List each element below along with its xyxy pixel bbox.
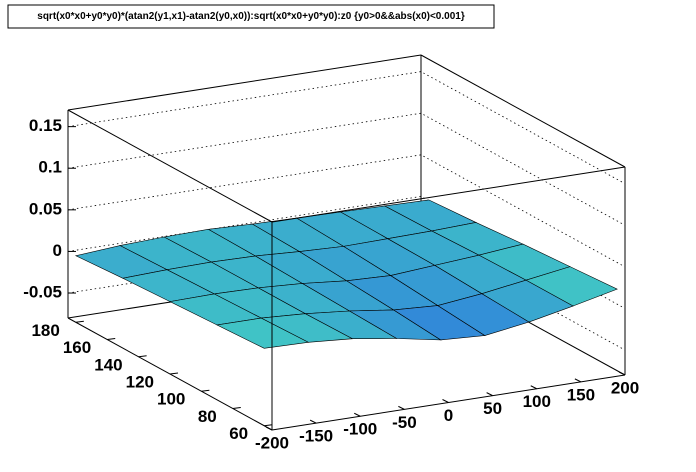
y-tick	[232, 406, 241, 409]
y-tick	[75, 320, 84, 323]
y-tick-label: 100	[157, 390, 185, 409]
surface-cell	[216, 317, 310, 349]
z-tick-label: 0	[53, 241, 62, 260]
x-tick-label: -150	[299, 427, 333, 446]
x-tick-label: -100	[343, 420, 377, 439]
x-tick	[574, 378, 582, 383]
y-tick	[138, 355, 147, 358]
x-tick	[442, 399, 449, 403]
y-tick	[169, 372, 179, 375]
z-tick-label: 0.15	[29, 116, 62, 135]
title-box	[7, 4, 495, 29]
x-tick	[398, 405, 405, 410]
chart-title: sqrt(x0*x0+y0*y0)*(atan2(y1,x1)-atan2(y0…	[37, 11, 465, 22]
y-tick-label: 160	[63, 338, 91, 357]
box-edge	[271, 166, 626, 223]
x-tick-label: -200	[255, 433, 289, 452]
y-tick-label: 140	[94, 355, 122, 374]
y-tick-label: 180	[31, 321, 59, 340]
y-tick	[201, 389, 210, 392]
box-edge	[420, 54, 626, 168]
y-tick	[264, 424, 273, 427]
x-tick	[265, 426, 273, 431]
z-tick-label: -0.05	[23, 283, 62, 302]
x-tick	[486, 392, 493, 397]
y-tick	[107, 338, 116, 341]
z-tick-label: 0.05	[29, 199, 62, 218]
x-tick-label: 50	[483, 399, 502, 418]
y-tick-label: 120	[126, 372, 154, 391]
x-tick-label: 200	[611, 378, 639, 397]
x-tick	[618, 371, 626, 376]
box-edge	[67, 54, 422, 111]
y-tick-label: 60	[229, 424, 248, 443]
y-tick-label: 80	[198, 407, 217, 426]
z-tick-label: 0.1	[38, 158, 62, 177]
box-edge	[67, 109, 273, 223]
x-tick	[309, 419, 317, 424]
x-tick	[354, 412, 361, 417]
x-tick-label: 100	[523, 392, 551, 411]
x-tick-label: 0	[444, 406, 453, 425]
x-tick-label: -50	[392, 413, 417, 432]
x-tick-label: 150	[567, 385, 595, 404]
x-tick	[530, 385, 537, 390]
